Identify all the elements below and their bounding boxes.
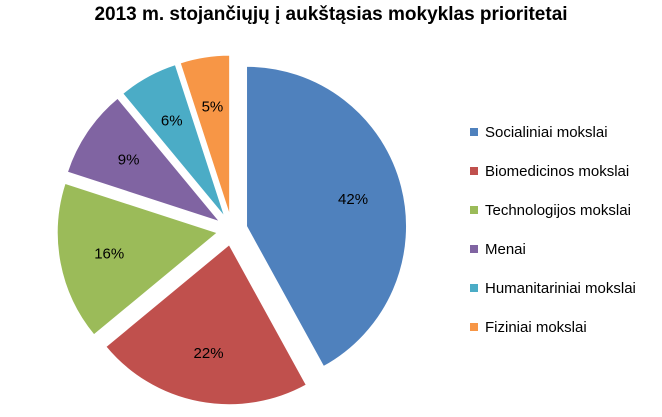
legend-label: Menai: [485, 240, 526, 258]
pie-slice-technologijos-mokslai: [56, 182, 219, 336]
legend-label: Socialiniai mokslai: [485, 123, 608, 141]
pie-slice-biomedicinos-mokslai: [105, 243, 307, 406]
legend-item-socialiniai-mokslai: Socialiniai mokslai: [470, 122, 636, 142]
legend-label: Humanitariniai mokslai: [485, 279, 636, 297]
legend: Socialiniai mokslai Biomedicinos mokslai T…: [470, 122, 636, 356]
legend-label: Technologijos mokslai: [485, 201, 631, 219]
legend-item-biomedicinos-mokslai: Biomedicinos mokslai: [470, 161, 636, 181]
data-label-humanitariniai-mokslai: 6%: [161, 112, 183, 129]
data-label-technologijos-mokslai: 16%: [94, 245, 124, 262]
legend-swatch: [470, 128, 478, 136]
legend-item-fiziniai-mokslai: Fiziniai mokslai: [470, 317, 636, 337]
pie-slice-menai: [66, 97, 222, 223]
legend-item-humanitariniai-mokslai: Humanitariniai mokslai: [470, 278, 636, 298]
data-label-fiziniai-mokslai: 5%: [202, 99, 224, 116]
data-label-biomedicinos-mokslai: 22%: [194, 345, 224, 362]
legend-item-menai: Menai: [470, 239, 636, 259]
data-label-menai: 9%: [118, 152, 140, 169]
pie-slice-humanitariniai-mokslai: [122, 64, 226, 218]
legend-item-technologijos-mokslai: Technologijos mokslai: [470, 200, 636, 220]
data-label-socialiniai-mokslai: 42%: [338, 191, 368, 208]
legend-swatch: [470, 167, 478, 175]
legend-label: Biomedicinos mokslai: [485, 162, 630, 180]
pie-slice-fiziniai-mokslai: [179, 54, 231, 216]
chart-title: 2013 m. stojančiųjų į aukštąsias mokykla…: [94, 4, 568, 25]
legend-swatch: [470, 323, 478, 331]
pie-slice-socialiniai-mokslai: [246, 65, 407, 368]
legend-swatch: [470, 284, 478, 292]
legend-label: Fiziniai mokslai: [485, 318, 587, 336]
legend-swatch: [470, 206, 478, 214]
legend-swatch: [470, 245, 478, 253]
